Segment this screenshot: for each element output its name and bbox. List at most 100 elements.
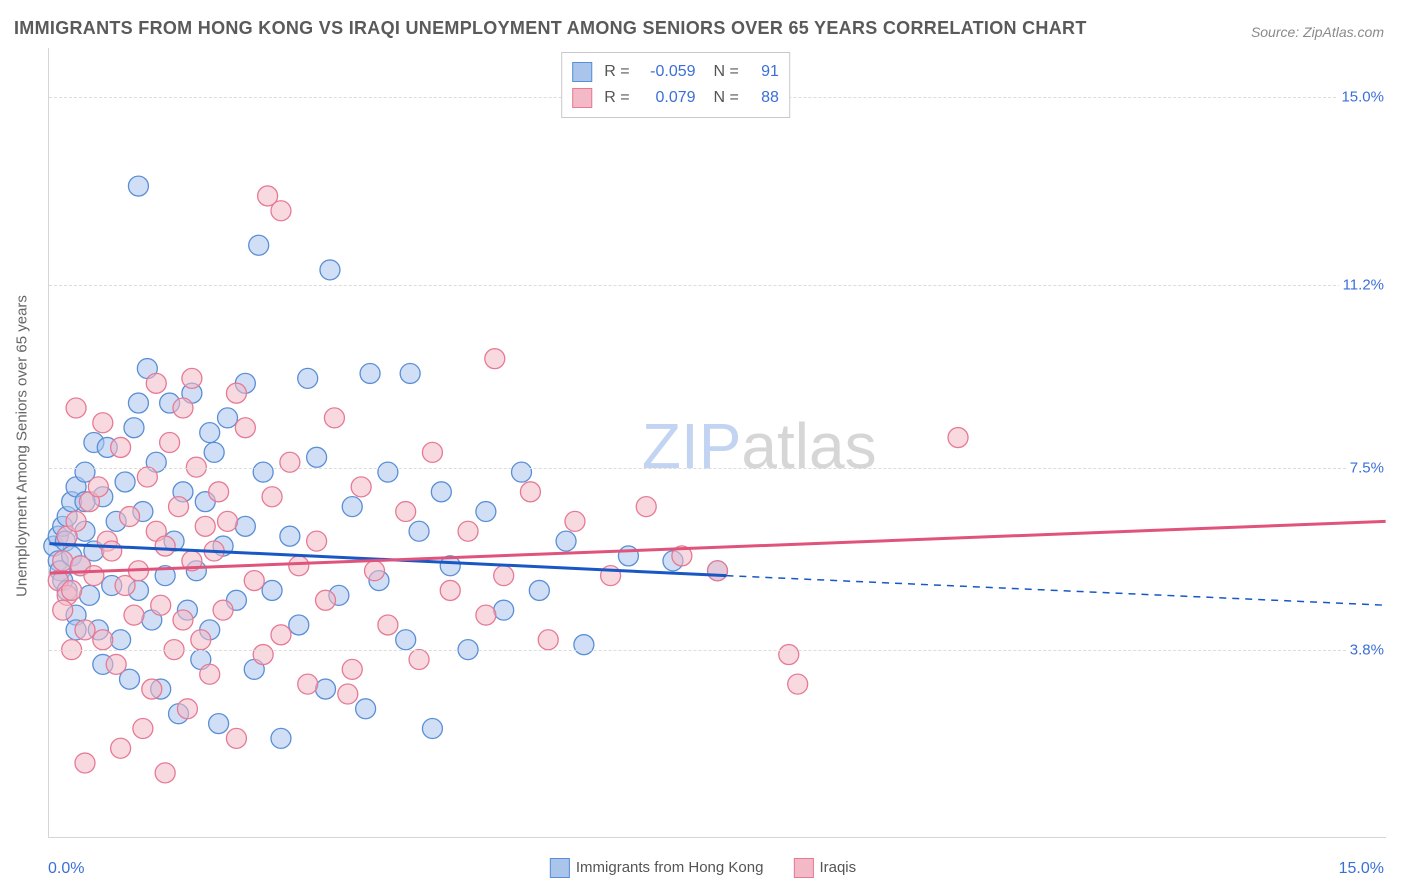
data-point	[378, 615, 398, 635]
data-point	[235, 418, 255, 438]
data-point	[200, 664, 220, 684]
data-point	[66, 511, 86, 531]
data-point	[307, 447, 327, 467]
data-point	[93, 413, 113, 433]
data-point	[155, 536, 175, 556]
data-point	[88, 477, 108, 497]
data-point	[271, 728, 291, 748]
data-point	[262, 487, 282, 507]
data-point	[155, 763, 175, 783]
data-point	[128, 176, 148, 196]
data-point	[400, 363, 420, 383]
stat-n-label: N =	[714, 59, 739, 85]
data-point	[342, 659, 362, 679]
data-point	[289, 615, 309, 635]
legend-swatch	[793, 858, 813, 878]
data-point	[307, 531, 327, 551]
data-point	[494, 566, 514, 586]
data-point	[458, 521, 478, 541]
data-point	[111, 738, 131, 758]
data-point	[249, 235, 269, 255]
data-point	[226, 383, 246, 403]
data-point	[440, 580, 460, 600]
data-point	[476, 605, 496, 625]
stat-n-value: 88	[745, 85, 779, 111]
stat-r-label: R =	[604, 85, 629, 111]
legend-swatch	[572, 62, 592, 82]
data-point	[53, 600, 73, 620]
data-point	[636, 497, 656, 517]
data-point	[128, 393, 148, 413]
data-point	[788, 674, 808, 694]
legend-swatch	[550, 858, 570, 878]
stat-n-label: N =	[714, 85, 739, 111]
data-point	[137, 467, 157, 487]
stats-legend-row: R =-0.059N =91	[572, 59, 779, 85]
data-point	[320, 260, 340, 280]
data-point	[133, 719, 153, 739]
data-point	[62, 580, 82, 600]
data-point	[365, 561, 385, 581]
data-point	[494, 600, 514, 620]
data-point	[431, 482, 451, 502]
data-point	[280, 526, 300, 546]
data-point	[316, 679, 336, 699]
data-point	[182, 368, 202, 388]
legend-label: Immigrants from Hong Kong	[576, 859, 764, 876]
data-point	[120, 506, 140, 526]
gridline	[49, 285, 1386, 286]
x-axis-max-label: 15.0%	[1339, 860, 1384, 878]
stat-n-value: 91	[745, 59, 779, 85]
y-tick-label: 7.5%	[1346, 459, 1388, 476]
scatter-svg	[49, 48, 1386, 837]
data-point	[556, 531, 576, 551]
data-point	[173, 610, 193, 630]
data-point	[253, 462, 273, 482]
data-point	[538, 630, 558, 650]
data-point	[298, 368, 318, 388]
stats-legend-row: R = 0.079 N =88	[572, 85, 779, 111]
data-point	[324, 408, 344, 428]
gridline	[49, 468, 1386, 469]
data-point	[360, 363, 380, 383]
data-point	[262, 580, 282, 600]
trend-line-dashed	[726, 576, 1385, 606]
data-point	[160, 433, 180, 453]
data-point	[280, 452, 300, 472]
y-axis-title: Unemployment Among Seniors over 65 years	[14, 295, 31, 597]
data-point	[111, 437, 131, 457]
data-point	[574, 635, 594, 655]
plot-area: 3.8% 7.5% 11.2% 15.0%	[48, 48, 1386, 838]
data-point	[79, 585, 99, 605]
data-point	[338, 684, 358, 704]
data-point	[102, 541, 122, 561]
data-point	[209, 482, 229, 502]
data-point	[204, 442, 224, 462]
bottom-legend-item: Immigrants from Hong Kong	[550, 858, 764, 878]
data-point	[218, 511, 238, 531]
source-attribution: Source: ZipAtlas.com	[1251, 24, 1384, 40]
data-point	[115, 472, 135, 492]
data-point	[151, 595, 171, 615]
data-point	[195, 516, 215, 536]
data-point	[226, 728, 246, 748]
data-point	[396, 630, 416, 650]
data-point	[289, 556, 309, 576]
data-point	[476, 502, 496, 522]
data-point	[520, 482, 540, 502]
y-tick-label: 3.8%	[1346, 642, 1388, 659]
y-tick-label: 15.0%	[1337, 89, 1388, 106]
data-point	[485, 349, 505, 369]
data-point	[191, 630, 211, 650]
data-point	[213, 600, 233, 620]
y-tick-label: 11.2%	[1339, 277, 1388, 294]
data-point	[93, 630, 113, 650]
chart-title: IMMIGRANTS FROM HONG KONG VS IRAQI UNEMP…	[14, 18, 1087, 39]
bottom-legend-item: Iraqis	[793, 858, 856, 878]
data-point	[209, 714, 229, 734]
stat-r-value: 0.079	[636, 85, 696, 111]
data-point	[53, 551, 73, 571]
data-point	[84, 566, 104, 586]
gridline	[49, 650, 1386, 651]
data-point	[146, 373, 166, 393]
